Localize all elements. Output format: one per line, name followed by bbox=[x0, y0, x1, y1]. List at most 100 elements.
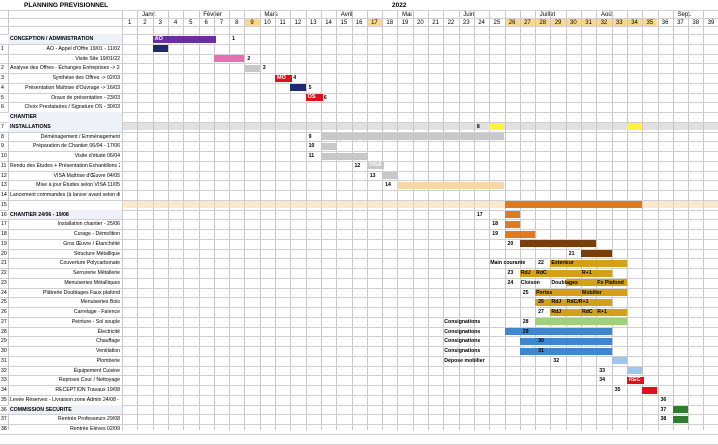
week-number: 24 bbox=[478, 20, 485, 26]
row-number: 15 bbox=[1, 201, 7, 208]
task-label: Visite Site 19/01/22 bbox=[75, 55, 120, 62]
task-number-marker: 11 bbox=[308, 153, 315, 159]
gantt-bar bbox=[519, 269, 612, 277]
row-number: 12 bbox=[1, 172, 7, 179]
row-number: 19 bbox=[1, 240, 7, 247]
row-number: 23 bbox=[1, 279, 7, 286]
section-band bbox=[8, 112, 122, 122]
grid-row-line bbox=[0, 151, 718, 152]
phase-label: R+1 bbox=[582, 270, 592, 276]
week-number: 6 bbox=[204, 20, 208, 26]
section-heading: CONCEPTION / ADMINISTRATION bbox=[10, 36, 94, 42]
week-number: 18 bbox=[386, 20, 394, 26]
month-label: Juillet bbox=[539, 12, 556, 18]
task-number-marker: 31 bbox=[538, 348, 544, 354]
gantt-bar bbox=[290, 84, 306, 92]
section-heading: COMMISSION SECURITE bbox=[10, 406, 72, 413]
gantt-bar bbox=[626, 123, 643, 131]
section-heading: CHANTIER bbox=[10, 114, 37, 120]
task-number-marker: 20 bbox=[507, 240, 514, 247]
task-number-marker: 37 bbox=[660, 406, 667, 413]
grid-row-line bbox=[0, 121, 718, 123]
row-number: 22 bbox=[1, 270, 7, 276]
phase-label: Main courante bbox=[490, 260, 526, 267]
row-number: 14 bbox=[1, 192, 7, 198]
week-number: 36 bbox=[661, 20, 669, 26]
gantt-bar bbox=[397, 181, 505, 189]
week-number: 27 bbox=[519, 19, 536, 27]
task-number-marker: 18 bbox=[492, 221, 498, 228]
row-number: 9 bbox=[1, 143, 4, 150]
week-number: 16 bbox=[355, 20, 363, 26]
task-number-marker: 34 bbox=[599, 377, 606, 384]
gantt-bar bbox=[565, 279, 627, 287]
row-number: 4 bbox=[1, 84, 4, 91]
task-label: Choix Prestataires / Signature OS - 30/0… bbox=[24, 104, 120, 111]
grid-row-line bbox=[0, 229, 718, 230]
task-number-marker: 10 bbox=[308, 143, 315, 150]
grid-row-line bbox=[0, 336, 718, 338]
grid-row-line bbox=[0, 131, 718, 133]
header-line bbox=[0, 10, 718, 11]
task-label: Peinture - Sol souple bbox=[71, 318, 120, 325]
week-number: 23 bbox=[462, 20, 470, 26]
phase-label: Fx Plafond bbox=[597, 279, 624, 286]
row-number: 18 bbox=[1, 231, 7, 237]
task-number-marker: 35 bbox=[614, 387, 621, 393]
row-number: 5 bbox=[1, 94, 4, 101]
task-label: Préparation de Chantier 06/04 - 17/06 bbox=[32, 143, 120, 150]
week-number: 7 bbox=[219, 20, 224, 26]
row-number: 17 bbox=[1, 221, 7, 228]
gantt-bar bbox=[320, 133, 505, 140]
week-number: 38 bbox=[692, 20, 700, 26]
gantt-bar bbox=[152, 45, 168, 53]
phase-label: Doublages bbox=[551, 279, 578, 286]
phase-label: RdJ bbox=[551, 309, 562, 315]
gantt-bar bbox=[504, 211, 520, 218]
week-number: 22 bbox=[447, 20, 455, 26]
phase-label: Portes bbox=[536, 289, 553, 296]
gantt-bar: MO bbox=[275, 74, 293, 82]
week-number: 34 bbox=[626, 19, 643, 27]
grid-row-line bbox=[0, 248, 718, 250]
row-number: 36 bbox=[1, 406, 7, 413]
week-number: 25 bbox=[493, 20, 501, 26]
week-number: 29 bbox=[550, 19, 566, 27]
task-number-marker: 36 bbox=[660, 396, 667, 403]
gantt-bar: REC bbox=[626, 376, 645, 384]
grid-row-line bbox=[0, 307, 718, 308]
task-label: Visite d'étude 06/04 bbox=[74, 153, 120, 159]
task-label: AO - Appel d'Offre 19/01 - 11/02 bbox=[46, 45, 120, 52]
task-number-marker: 17 bbox=[476, 211, 483, 218]
week-number: 12 bbox=[294, 20, 302, 26]
task-label: RECEPTION Travaux 19/08 bbox=[55, 387, 120, 393]
week-number: 8 bbox=[235, 20, 239, 26]
task-number-marker: 25 bbox=[522, 289, 529, 296]
phase-label: Dépose mobilier bbox=[444, 357, 485, 364]
row-number: 21 bbox=[1, 260, 7, 267]
grid-row-line bbox=[0, 394, 718, 396]
week-number: 39 bbox=[707, 20, 715, 26]
grid-row-line bbox=[0, 414, 718, 416]
week-number: 14 bbox=[325, 20, 332, 26]
task-label: Lancement commandes (à lancer avant selo… bbox=[10, 192, 120, 198]
grid-row-line bbox=[0, 92, 718, 94]
task-label: Levée Réserves - Livraison zone Admin 24… bbox=[10, 396, 120, 403]
row-number: 3 bbox=[1, 75, 4, 81]
gantt-bar bbox=[504, 328, 612, 335]
task-number-marker: 12 bbox=[354, 162, 361, 169]
section-band bbox=[8, 34, 122, 44]
row-number: 7 bbox=[1, 123, 4, 130]
gantt-bar bbox=[122, 123, 718, 131]
task-label: Rendu des Études + Présentation Echantil… bbox=[10, 162, 120, 169]
gantt-bar bbox=[535, 298, 612, 306]
row-number: 38 bbox=[1, 426, 7, 432]
phase-label: RdJ bbox=[551, 299, 562, 306]
task-number-marker: 9 bbox=[308, 133, 312, 140]
header-line bbox=[0, 26, 718, 27]
grid-row-line bbox=[0, 385, 718, 386]
task-label: Curage - Démolition bbox=[73, 231, 120, 237]
task-label: Analyse des Offres - Échanges Entreprise… bbox=[10, 65, 120, 72]
row-number: 16 bbox=[1, 211, 7, 218]
